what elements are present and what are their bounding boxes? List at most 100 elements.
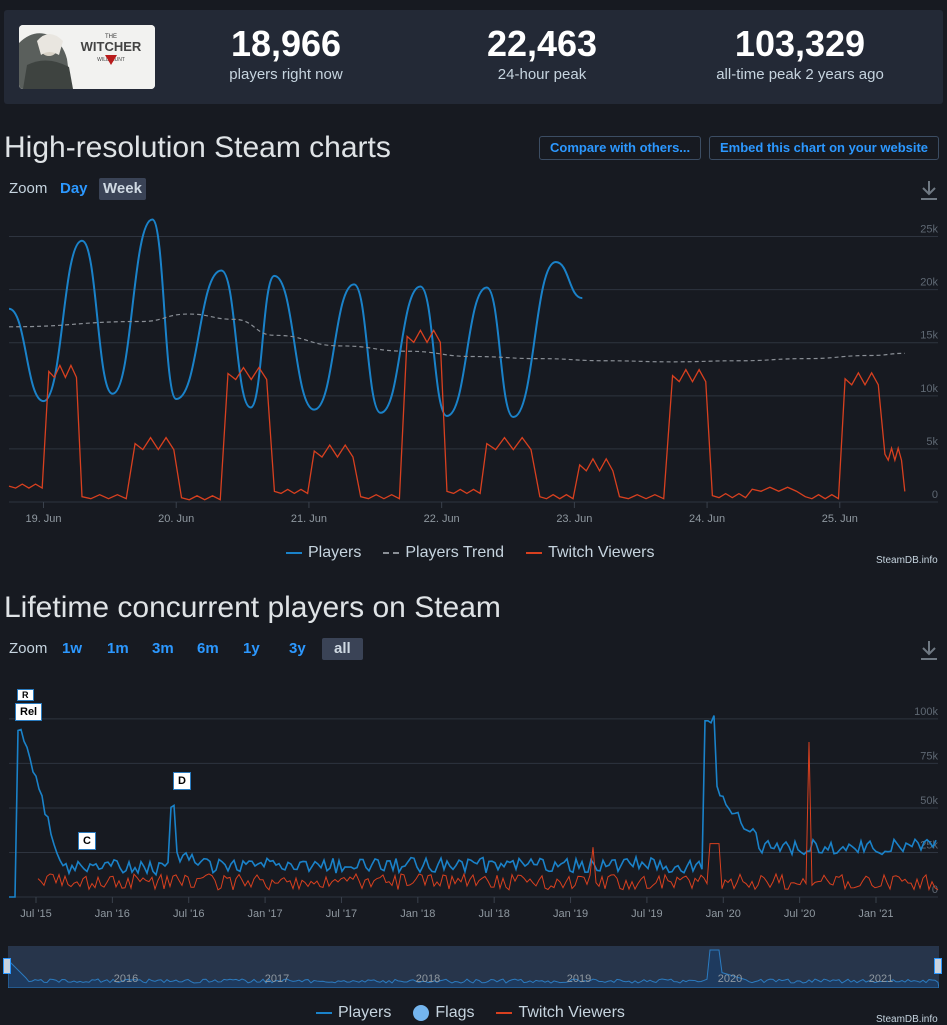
y-tick-label: 100k (914, 706, 938, 718)
stat-alltime-peak-label: all-time peak 2 years ago (716, 66, 884, 83)
zoom-1y-button[interactable]: 1y (243, 640, 260, 657)
x-tick-label: 19. Jun (25, 513, 61, 525)
x-tick-label: 23. Jun (556, 513, 592, 525)
flag-r[interactable]: R (17, 689, 34, 701)
navigator-year-label: 2018 (416, 973, 440, 985)
y-tick-label: 50k (920, 795, 938, 807)
zoom-day-button[interactable]: Day (60, 180, 88, 197)
legend2-flags[interactable]: Flags (413, 1004, 474, 1022)
zoom-week-button[interactable]: Week (99, 178, 146, 200)
legend-players[interactable]: Players (286, 544, 361, 562)
legend2-twitch-swatch (496, 1012, 513, 1014)
download-icon-2[interactable] (918, 638, 940, 662)
series-trend-line (8, 313, 905, 363)
zoom-all-button[interactable]: all (322, 638, 363, 660)
logo-text-the: THE (105, 34, 117, 40)
navigator-year-label: 2021 (869, 973, 893, 985)
x-tick-label: Jul '20 (784, 908, 815, 920)
stat-alltime-peak: 103,329 all-time peak 2 years ago (700, 24, 900, 84)
navigator-year-label: 2020 (718, 973, 742, 985)
series-twitch-line (37, 742, 939, 892)
x-tick-label: Jan '19 (553, 908, 588, 920)
high-res-chart[interactable]: 0 5k 10k 15k 20k 25k 19. Jun 20. Jun 21. Jun 22. … (0, 200, 947, 535)
x-tick-label: Jan '18 (400, 908, 435, 920)
legend-twitch[interactable]: Twitch Viewers (526, 544, 654, 562)
stat-24h-peak-label: 24-hour peak (497, 66, 587, 83)
x-tick-label: 24. Jun (689, 513, 725, 525)
legend-players-swatch (286, 552, 302, 554)
flag-c[interactable]: C (78, 832, 96, 850)
zoom-3y-button[interactable]: 3y (289, 640, 306, 657)
legend-twitch-swatch (526, 552, 543, 554)
legend-twitch-label: Twitch Viewers (548, 544, 655, 561)
navigator-left-handle[interactable] (3, 958, 11, 974)
navigator-year-label: 2019 (567, 973, 591, 985)
series-players-line (9, 715, 937, 898)
flag-d[interactable]: D (173, 772, 191, 790)
zoom-label-1: Zoom (9, 180, 48, 197)
y-tick-label: 15k (920, 330, 938, 342)
x-tick-label: Jan '17 (248, 908, 283, 920)
section1-title: High-resolution Steam charts (4, 131, 391, 164)
y-tick-label: 75k (920, 750, 938, 762)
navigator-year-label: 2017 (265, 973, 289, 985)
chart2-credit[interactable]: SteamDB.info (876, 1014, 938, 1025)
x-tick-label: Jan '16 (95, 908, 130, 920)
compare-button[interactable]: Compare with others... (539, 136, 702, 160)
x-tick-label: Jul '18 (478, 908, 509, 920)
game-logo-art: THE WITCHER WILD HUNT (19, 25, 155, 89)
legend2-players-swatch (316, 1012, 332, 1014)
chart1-legend: Players Players Trend Twitch Viewers (286, 544, 654, 562)
stats-bar: THE WITCHER WILD HUNT 18,966 players rig… (4, 10, 943, 104)
navigator-series (7, 949, 940, 989)
series-twitch-line (8, 329, 906, 501)
x-tick-label: 25. Jun (822, 513, 858, 525)
logo-text-witcher: WITCHER (81, 39, 142, 54)
navigator[interactable]: 2016 2017 2018 2019 2020 2021 (7, 946, 940, 989)
x-tick-label: Jul '17 (326, 908, 357, 920)
legend2-players-label: Players (338, 1004, 392, 1021)
x-tick-label: Jul '19 (631, 908, 662, 920)
legend2-players[interactable]: Players (316, 1004, 391, 1022)
y-tick-label: 5k (926, 436, 938, 448)
x-tick-label: 20. Jun (158, 513, 194, 525)
x-tick-label: 21. Jun (291, 513, 327, 525)
stat-24h-peak-value: 22,463 (486, 23, 598, 64)
legend2-flags-label: Flags (435, 1004, 475, 1021)
series-players-line (8, 218, 583, 419)
y-tick-label: 10k (920, 383, 938, 395)
download-icon[interactable] (918, 178, 940, 202)
zoom-3m-button[interactable]: 3m (152, 640, 174, 657)
y-tick-label: 20k (920, 277, 938, 289)
x-tick-label: Jul '15 (20, 908, 51, 920)
chart1-credit[interactable]: SteamDB.info (876, 555, 938, 566)
navigator-year-label: 2016 (114, 973, 138, 985)
stat-current: 18,966 players right now (201, 24, 371, 84)
flag-rel[interactable]: Rel (15, 703, 43, 721)
y-tick-label: 0 (932, 489, 938, 501)
legend-trend[interactable]: Players Trend (383, 544, 504, 562)
game-logo[interactable]: THE WITCHER WILD HUNT (19, 25, 155, 89)
x-tick-label: 22. Jun (424, 513, 460, 525)
x-tick-label: Jan '20 (706, 908, 741, 920)
legend-trend-swatch (383, 552, 400, 554)
chart2-legend: Players Flags Twitch Viewers (316, 1004, 625, 1022)
stat-24h-peak: 22,463 24-hour peak (457, 24, 627, 84)
y-tick-label: 25k (920, 224, 938, 236)
embed-button[interactable]: Embed this chart on your website (709, 136, 940, 160)
legend-players-label: Players (308, 544, 362, 561)
legend2-flags-swatch (413, 1005, 430, 1021)
stat-current-value: 18,966 (230, 23, 342, 64)
zoom-6m-button[interactable]: 6m (197, 640, 219, 657)
zoom-1w-button[interactable]: 1w (62, 640, 83, 657)
section2-title: Lifetime concurrent players on Steam (4, 591, 501, 624)
y-tick-label: 0 (932, 884, 938, 896)
stat-alltime-peak-value: 103,329 (734, 23, 866, 64)
x-tick-label: Jan '21 (858, 908, 893, 920)
zoom-1m-button[interactable]: 1m (107, 640, 129, 657)
legend2-twitch-label: Twitch Viewers (518, 1004, 625, 1021)
navigator-svg: 2016 2017 2018 2019 2020 2021 (7, 949, 940, 989)
navigator-right-handle[interactable] (934, 958, 942, 974)
legend2-twitch[interactable]: Twitch Viewers (496, 1004, 625, 1022)
